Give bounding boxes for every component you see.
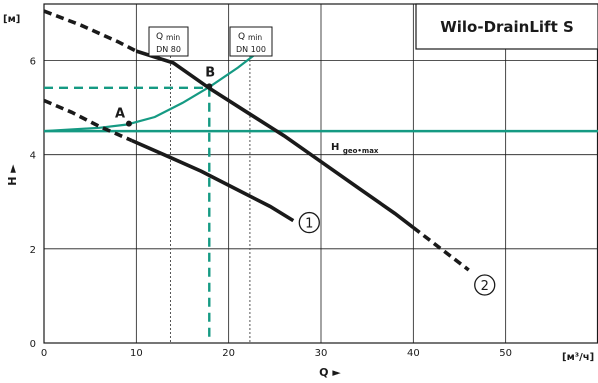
- x-tick-label: 10: [130, 348, 143, 359]
- curve-2-marker-ring: [474, 274, 496, 296]
- qmin-dn100-q: Q: [238, 32, 245, 42]
- pump-curve-2-dashed-start: [43, 9, 138, 53]
- title-box: [415, 3, 598, 50]
- y-tick-label: 6: [30, 57, 36, 68]
- curve-1-marker-text: 1: [305, 217, 313, 232]
- qmin-dn80-label: Q min: [156, 32, 180, 42]
- qmin-box-dn80: Q min DN 80: [148, 26, 189, 57]
- grid-lines: [43, 3, 598, 344]
- pump-curve-2: [135, 49, 415, 230]
- qmin-dn80-min: min: [166, 33, 180, 42]
- hgeo-label: H geo•max: [331, 142, 379, 155]
- qmin-dn100-min: min: [248, 33, 262, 42]
- x-tick-label: 30: [315, 348, 328, 359]
- qmin-dn80-q: Q: [156, 32, 163, 42]
- x-axis-title: Q ►: [319, 366, 341, 379]
- operating-point-b: [206, 83, 213, 90]
- operating-point-b-label: B: [205, 65, 215, 80]
- x-unit-label: [м³/ч]: [562, 352, 594, 363]
- curve-1-marker: 1: [298, 211, 320, 234]
- qmin-box-dn100-frame: [229, 26, 273, 57]
- qmin-box-dn80-frame: [148, 26, 189, 57]
- operating-point-a: [125, 120, 132, 127]
- pump-curves: [43, 9, 598, 337]
- y-tick-label: 4: [30, 151, 36, 162]
- y-unit-label: [м]: [3, 14, 20, 25]
- x-tick-label: 0: [41, 348, 47, 359]
- curve-2-marker-text: 2: [481, 279, 489, 294]
- y-tick-label: 2: [30, 245, 36, 256]
- qmin-dn80-size: DN 80: [156, 45, 181, 54]
- qmin-dn100-size: DN 100: [236, 45, 266, 54]
- qmin-box-dn100: Q min DN 100: [229, 26, 273, 57]
- hgeo-label-main: H: [331, 142, 339, 153]
- y-axis-title: H ►: [6, 164, 19, 186]
- y-tick-label: 0: [30, 339, 36, 350]
- pump-curve-1: [130, 138, 295, 223]
- curve-2-marker: 2: [474, 274, 496, 296]
- hgeo-label-sub: geo•max: [343, 147, 379, 155]
- qmin-dn100-label: Q min: [238, 32, 262, 42]
- x-tick-label: 20: [222, 348, 235, 359]
- operating-point-a-label: A: [115, 107, 125, 122]
- chart-title: Wilo-DrainLift S: [440, 18, 574, 36]
- pump-curve-1-dashed: [43, 98, 133, 143]
- pump-curve-2-dashed-end: [412, 226, 470, 272]
- curve-1-marker-ring: [298, 211, 320, 234]
- x-tick-label: 40: [407, 348, 420, 359]
- axis-labels: 0 10 20 30 40 50 0 2 4 6: [30, 57, 512, 360]
- x-tick-label: 50: [499, 348, 512, 359]
